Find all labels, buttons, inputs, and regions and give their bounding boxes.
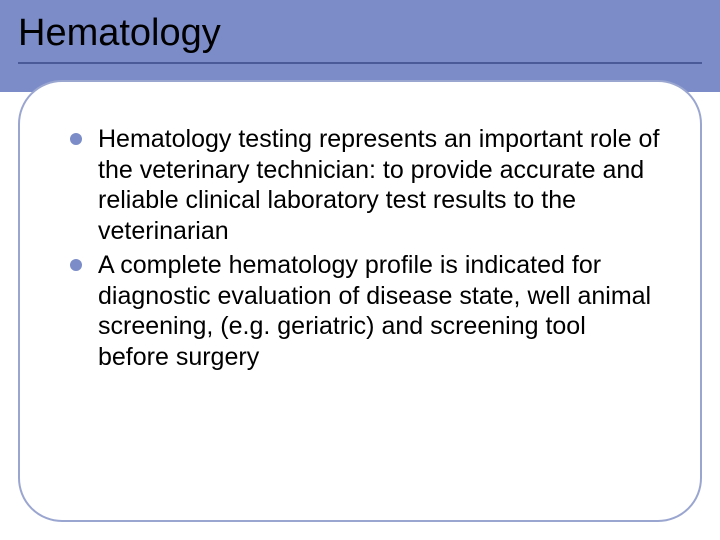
bullet-icon [70,133,82,145]
bullet-list: Hematology testing represents an importa… [70,124,660,372]
bullet-text: A complete hematology profile is indicat… [98,251,651,371]
content-box: Hematology testing represents an importa… [18,80,702,522]
list-item: Hematology testing represents an importa… [70,124,660,246]
bullet-icon [70,259,82,271]
bullet-text: Hematology testing represents an importa… [98,125,659,245]
title-underline [18,62,702,64]
list-item: A complete hematology profile is indicat… [70,250,660,372]
slide-title: Hematology [18,12,221,55]
